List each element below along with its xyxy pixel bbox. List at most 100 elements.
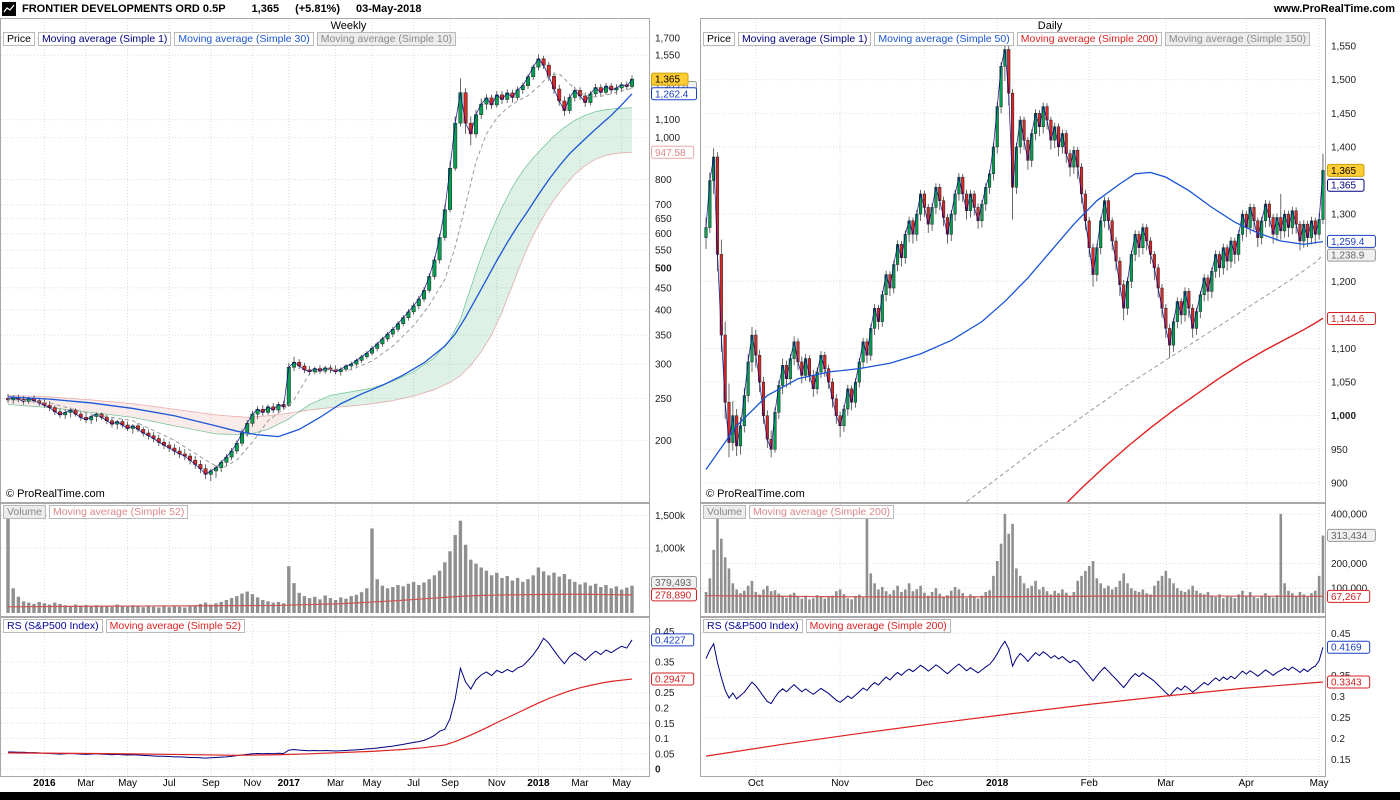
weekly-rs-rs-sma52-line (7, 678, 633, 756)
svg-text:600: 600 (655, 229, 672, 240)
daily-volume-plot-layer (701, 504, 1325, 616)
daily-column: Daily 1,550 1,500 1,450 1,400 1,300 1,200 1,10… (700, 0, 1400, 792)
svg-text:1,144.6: 1,144.6 (1331, 314, 1365, 325)
svg-text:400,000: 400,000 (1331, 509, 1368, 520)
daily-rs-badge-red (1327, 675, 1371, 689)
weekly-rs-pane[interactable]: 0.45 0.35 0.25 0.2 0.15 0.1 0.05 0 0.4227 0.2947 R… (0, 617, 697, 777)
daily-price-pane[interactable]: 1,550 1,500 1,450 1,400 1,300 1,200 1,100 1,050… (700, 18, 1400, 503)
svg-text:1,300: 1,300 (1331, 210, 1356, 221)
daily-volume-vol-sma200-line (705, 595, 1323, 598)
svg-text:550: 550 (655, 246, 672, 257)
legend-item[interactable]: Volume (3, 505, 47, 519)
time-label: Mar (571, 778, 589, 789)
weekly-rs-badge-red (651, 672, 695, 686)
weekly-price-chart[interactable]: 1,700 1,550 1,100 1,000 800 700 650 600 550 500 45… (0, 18, 697, 503)
svg-text:1,200: 1,200 (1331, 277, 1356, 288)
daily-volume-badge-red (1327, 589, 1371, 603)
daily-price-badge-navy (1327, 178, 1365, 192)
svg-text:0.4227: 0.4227 (655, 635, 686, 646)
weekly-rs-main-line (8, 637, 633, 759)
daily-price-badge-red (1327, 312, 1376, 326)
svg-text:700: 700 (655, 200, 672, 211)
legend-item[interactable]: Moving average (Simple 50) (874, 32, 1014, 46)
time-label: 2017 (277, 778, 300, 789)
time-label: 2018 (986, 778, 1009, 789)
svg-text:1,400: 1,400 (1331, 142, 1356, 153)
legend-item[interactable]: Moving average (Simple 200) (1016, 32, 1162, 46)
legend-item[interactable]: Moving average (Simple 52) (105, 619, 245, 633)
daily-volume-chart[interactable]: 400,000 200,000 100,000 313,434 67,267 (700, 503, 1400, 617)
daily-volume-legend: Volume Moving average (Simple 200) (703, 505, 895, 519)
time-label: 2016 (33, 778, 56, 789)
weekly-volume-pane[interactable]: 1,500k 1,000k 379,493 278,890 Volume Moving a… (0, 503, 697, 617)
time-label: Nov (487, 778, 506, 789)
time-label: Sep (441, 778, 459, 789)
daily-price-sma200-line (1066, 317, 1324, 502)
svg-text:0.15: 0.15 (1331, 755, 1351, 766)
svg-text:1,365: 1,365 (1331, 181, 1356, 192)
svg-text:200: 200 (655, 436, 672, 447)
daily-rs-plot-layer (701, 618, 1325, 776)
svg-text:250: 250 (655, 394, 672, 405)
time-label: Nov (831, 778, 850, 789)
weekly-volume-vol-sma52-line (7, 593, 633, 608)
daily-rs-rs-sma200-line (705, 681, 1323, 757)
legend-item[interactable]: Price (3, 32, 35, 46)
legend-item[interactable]: Price (703, 32, 735, 46)
legend-item[interactable]: Moving average (Simple 30) (174, 32, 314, 46)
weekly-price-legend: Price Moving average (Simple 1) Moving ave… (3, 32, 457, 46)
weekly-price-pane[interactable]: 1,700 1,550 1,100 1,000 800 700 650 600 550 500 45… (0, 18, 697, 503)
time-label: Dec (915, 778, 934, 789)
legend-item[interactable]: Moving average (Simple 1) (37, 32, 172, 46)
weekly-time-axis[interactable]: 2016 Mar May Jul Sep Nov 2017 Mar May Jul Sep Nov 20… (0, 777, 697, 792)
time-label: Feb (1080, 778, 1098, 789)
weekly-volume-badge-red (651, 588, 697, 602)
legend-item[interactable]: RS (S&P500 Index) (3, 619, 103, 633)
daily-rs-badge-blue (1327, 640, 1371, 654)
last-price: 1,365 (251, 3, 280, 15)
daily-volume-pane[interactable]: 400,000 200,000 100,000 313,434 67,267 Volume… (700, 503, 1400, 617)
svg-text:379,493: 379,493 (655, 578, 692, 589)
prorealtime-logo-icon (2, 2, 16, 16)
daily-watermark: © ProRealTime.com (706, 488, 805, 500)
svg-text:1,100: 1,100 (655, 115, 680, 126)
daily-time-axis[interactable]: Oct Nov Dec 2018 Feb Mar Apr May (700, 777, 1400, 792)
price-change: (+5.81%) (295, 3, 341, 15)
instrument-name: FRONTIER DEVELOPMENTS ORD 0.5P (22, 3, 226, 15)
legend-item[interactable]: Moving average (Simple 200) (749, 505, 895, 519)
legend-item[interactable]: RS (S&P500 Index) (703, 619, 803, 633)
svg-text:1,500k: 1,500k (655, 511, 686, 522)
daily-chart-title: Daily (1037, 20, 1063, 32)
legend-item[interactable]: Moving average (Simple 200) (805, 619, 951, 633)
daily-price-badge-blue (1327, 234, 1376, 248)
svg-text:67,267: 67,267 (1331, 592, 1362, 603)
svg-text:200,000: 200,000 (1331, 559, 1368, 570)
legend-item[interactable]: Moving average (Simple 150) (1164, 32, 1311, 46)
header-bar: FRONTIER DEVELOPMENTS ORD 0.5P 1,365 (+5… (0, 0, 1400, 18)
legend-item[interactable]: Moving average (Simple 10) (316, 32, 457, 46)
daily-price-chart[interactable]: 1,550 1,500 1,450 1,400 1,300 1,200 1,100 1,050… (700, 18, 1400, 503)
svg-text:1,450: 1,450 (1331, 109, 1356, 120)
time-label: Jul (407, 778, 420, 789)
svg-text:0.4169: 0.4169 (1331, 643, 1362, 654)
svg-text:0.25: 0.25 (655, 688, 675, 699)
legend-item[interactable]: Moving average (Simple 1) (737, 32, 872, 46)
svg-text:1,550: 1,550 (1331, 42, 1356, 53)
legend-item[interactable]: Volume (703, 505, 747, 519)
svg-text:947.58: 947.58 (655, 148, 686, 159)
weekly-rs-chart[interactable]: 0.45 0.35 0.25 0.2 0.15 0.1 0.05 0 0.4227 0.2947 (0, 617, 697, 777)
legend-item[interactable]: Moving average (Simple 52) (49, 505, 189, 519)
daily-rs-main-line (705, 640, 1324, 705)
site-url: www.ProRealTime.com (1273, 3, 1395, 15)
daily-rs-legend: RS (S&P500 Index) Moving average (Simple … (703, 619, 951, 633)
svg-text:0.2947: 0.2947 (655, 675, 686, 686)
weekly-rs-plot-layer (1, 618, 649, 776)
time-label: Jul (162, 778, 176, 789)
daily-price-sma50-line (705, 171, 1324, 470)
svg-text:1,000k: 1,000k (655, 544, 686, 555)
svg-text:0.3343: 0.3343 (1331, 677, 1362, 688)
weekly-rs-badge-blue (651, 633, 695, 647)
